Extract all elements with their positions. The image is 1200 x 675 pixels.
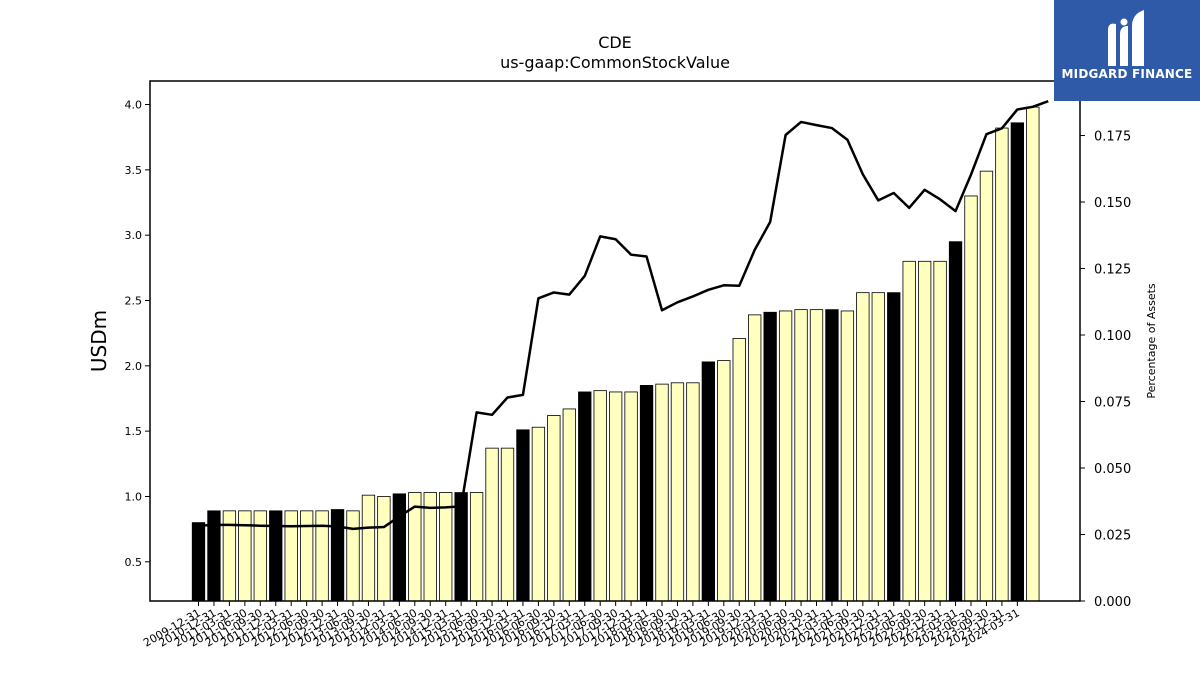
bar-39: [794, 309, 808, 602]
y2-tick-label-0: 0.000: [1094, 595, 1131, 610]
bar-42: [840, 310, 855, 602]
bar-32: [686, 382, 700, 602]
chart-title: CDE: [598, 33, 632, 52]
bar-6: [284, 510, 298, 602]
y-tick-label-4: 2.5: [125, 294, 143, 307]
bar-11: [361, 494, 376, 602]
bar-19: [485, 447, 499, 602]
bar-28: [624, 391, 638, 602]
bar-51: [979, 170, 994, 602]
bar-36: [748, 314, 762, 602]
bar-52: [995, 127, 1009, 602]
bar-21: [516, 429, 530, 602]
bar-7: [299, 510, 314, 602]
bar-8: [315, 510, 329, 602]
bar-30: [655, 383, 669, 602]
bar-5: [269, 510, 283, 602]
bar-24: [562, 408, 576, 602]
y2-tick-label-6: 0.150: [1094, 196, 1131, 211]
brand-name: MIDGARD FINANCE: [1061, 67, 1193, 81]
bar-9: [330, 509, 345, 602]
bar-44: [871, 292, 885, 602]
y-tick-label-7: 4.0: [125, 99, 143, 112]
plot-frame: [149, 80, 1081, 602]
bar-22: [531, 426, 546, 602]
bar-20: [500, 447, 515, 602]
bar-35: [732, 337, 746, 602]
y2-tick-label-3: 0.075: [1094, 396, 1131, 411]
bar-17: [454, 492, 468, 602]
bar-41: [825, 309, 839, 602]
chart-subtitle: us-gaap:CommonStockValue: [500, 53, 730, 72]
right-axis-ticks: 0.000 0.025 0.050 0.075 0.100 0.125 0.150 0.175: [1080, 130, 1131, 610]
bar-29: [639, 385, 654, 602]
bar-45: [887, 292, 901, 602]
bar-25: [578, 391, 592, 602]
y-tick-label-5: 3.0: [125, 229, 143, 242]
bar-18: [469, 492, 484, 602]
y-tick-label-2: 1.5: [125, 425, 143, 438]
y2-tick-label-4: 0.100: [1094, 329, 1131, 344]
y2-tick-label-2: 0.050: [1094, 462, 1131, 477]
bar-37: [763, 311, 777, 602]
bar-26: [593, 390, 607, 602]
left-axis-ticks: 0.5 1.0 1.5 2.0 2.5 3.0 3.5 4.0: [125, 99, 150, 569]
bar-48: [933, 260, 947, 602]
bar-47: [918, 260, 932, 602]
bar-13: [392, 493, 407, 602]
bar-27: [609, 391, 623, 602]
bar-43: [856, 292, 870, 602]
x-axis-ticks: 2009-12-312010-12-312011-03-312011-06-30…: [141, 601, 1022, 650]
bar-33: [701, 361, 715, 602]
y-tick-label-1: 1.0: [125, 490, 143, 503]
bar-31: [670, 382, 685, 602]
bar-50: [964, 195, 978, 602]
y2-axis-label: Percentage of Assets: [1145, 283, 1158, 399]
y-tick-label-0: 0.5: [125, 556, 143, 569]
bar-12: [377, 496, 391, 602]
y-axis-label: USDm: [87, 310, 111, 372]
bar-49: [948, 241, 963, 602]
y-tick-label-6: 3.5: [125, 164, 143, 177]
bar-46: [902, 260, 916, 602]
bar-0: [191, 522, 206, 602]
y2-tick-label-7: 0.175: [1094, 130, 1131, 145]
brand-logo: MIDGARD FINANCE: [1054, 0, 1200, 101]
bar-53: [1010, 122, 1024, 602]
bar-38: [778, 310, 793, 602]
midgard-logo-icon: [1108, 10, 1144, 66]
bar-40: [809, 309, 824, 602]
bar-54: [1026, 106, 1040, 602]
bar-10: [346, 510, 360, 602]
y2-tick-label-5: 0.125: [1094, 263, 1131, 278]
bar-16: [439, 492, 453, 602]
percentage-of-assets-line: [198, 100, 1049, 531]
y2-tick-label-1: 0.025: [1094, 529, 1131, 544]
y-tick-label-3: 2.0: [125, 360, 143, 373]
bar-23: [547, 415, 561, 602]
bar-34: [717, 360, 731, 602]
